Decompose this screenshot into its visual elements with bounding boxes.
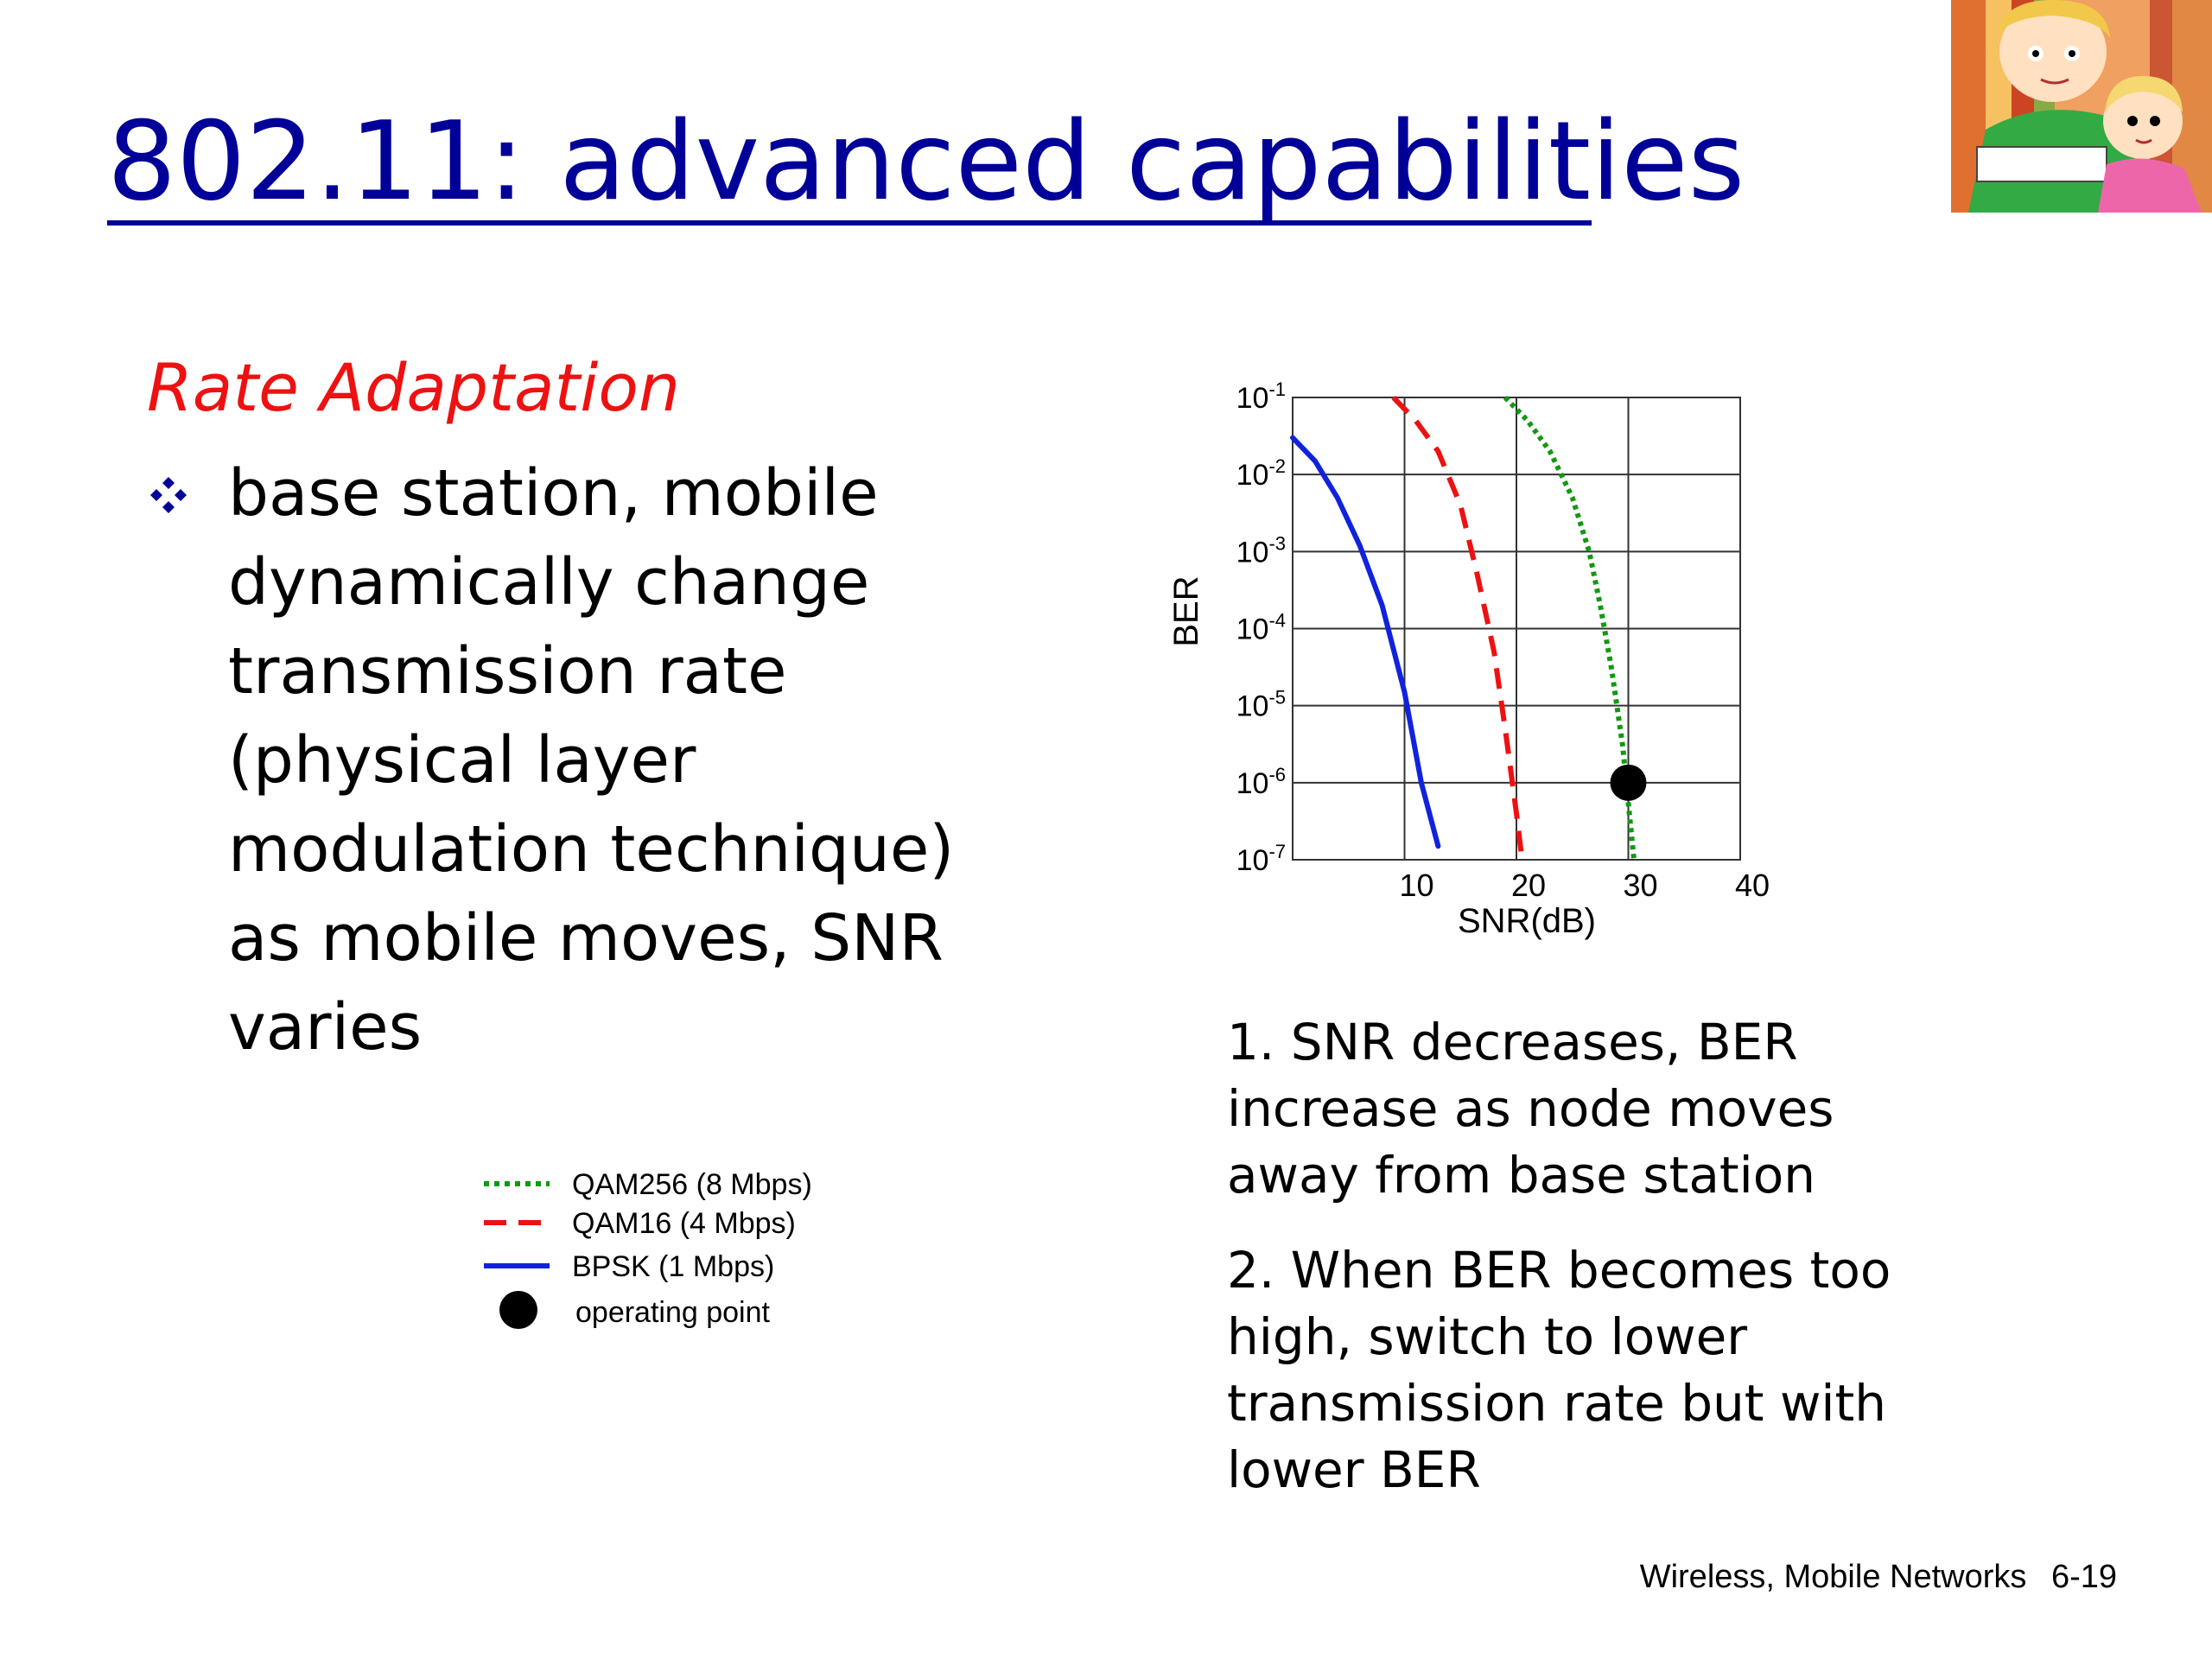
legend-label-qam16: QAM16 (4 Mbps): [572, 1207, 796, 1240]
y-tick-exponent: -7: [1268, 841, 1286, 862]
chart-legend: QAM256 (8 Mbps) QAM16 (4 Mbps) BPSK (1 M…: [484, 1168, 812, 1329]
note1-line: increase as node moves: [1227, 1079, 1834, 1138]
y-tick-exponent: -5: [1268, 687, 1286, 709]
slide-title: 802.11: advanced capabilities: [107, 98, 1745, 225]
bullet-line: (physical layer: [228, 723, 696, 798]
y-tick-base: 10: [1236, 536, 1269, 569]
y-tick-label: 10-4: [1236, 610, 1286, 646]
y-tick-exponent: -3: [1268, 532, 1286, 554]
cartoon-illustration: [1951, 0, 2212, 213]
bullet-line: modulation technique): [228, 812, 955, 887]
section-subtitle: Rate Adaptation: [147, 349, 681, 426]
y-tick-label: 10-5: [1236, 687, 1286, 723]
y-axis-label: BER: [1167, 575, 1205, 646]
y-tick-label: 10-1: [1236, 378, 1286, 415]
y-tick-exponent: -4: [1268, 610, 1286, 632]
note2-line: transmission rate but with: [1227, 1374, 1887, 1433]
slide-footer: Wireless, Mobile Networks 6-19: [1624, 1559, 2117, 1596]
series-qam16-line: [1391, 395, 1525, 861]
x-axis-label: SNR(dB): [1458, 902, 1596, 940]
legend-label-qam256: QAM256 (8 Mbps): [572, 1168, 812, 1201]
bullet-paragraph: base station, mobile dynamically change tr…: [228, 449, 1092, 1072]
ber-snr-chart: 10-110-210-310-410-510-610-710 20 30 40SNR(…: [1167, 378, 1770, 940]
bullet-line: base station, mobile: [228, 456, 879, 531]
bullet-line: as mobile moves, SNR: [228, 901, 944, 976]
y-tick-label: 10-7: [1236, 841, 1286, 877]
bullet-line: transmission rate: [228, 634, 787, 709]
operating-point-marker: [1610, 764, 1647, 801]
y-tick-base: 10: [1236, 767, 1269, 800]
bullet-line: dynamically change: [228, 545, 870, 620]
note1-line: away from base station: [1227, 1146, 1815, 1205]
legend-label-operating-point: operating point: [575, 1296, 771, 1329]
note2-line: lower BER: [1227, 1440, 1481, 1499]
y-tick-exponent: -6: [1268, 764, 1286, 785]
note2-line: high, switch to lower: [1227, 1307, 1748, 1366]
y-tick-exponent: -2: [1268, 455, 1286, 477]
note1-line: 1. SNR decreases, BER: [1227, 1013, 1798, 1071]
footer-section: Wireless, Mobile Networks: [1639, 1559, 2027, 1595]
note2-line: 2. When BER becomes too: [1227, 1241, 1891, 1300]
y-tick-base: 10: [1236, 690, 1269, 723]
x-tick-label: 40: [1735, 868, 1770, 903]
x-tick-label: 20: [1511, 868, 1546, 903]
footer-page-number: 6-19: [2050, 1559, 2117, 1595]
y-tick-base: 10: [1236, 613, 1269, 646]
series-qam256-line: [1503, 395, 1637, 861]
bullet-line: varies: [228, 990, 423, 1065]
y-tick-label: 10-3: [1236, 532, 1286, 569]
diamond-bullet-icon: [150, 477, 187, 513]
x-tick-label: 30: [1623, 868, 1657, 903]
y-tick-label: 10-6: [1236, 764, 1286, 800]
x-tick-label: 10: [1399, 868, 1433, 903]
title-underline: [107, 220, 1592, 226]
legend-swatch-operating-point: [499, 1291, 537, 1329]
y-tick-base: 10: [1236, 459, 1269, 492]
series-bpsk-line: [1290, 435, 1441, 849]
y-tick-base: 10: [1236, 382, 1269, 415]
note-switch-rate: 2. When BER becomes too high, switch to l…: [1227, 1237, 2091, 1503]
y-tick-label: 10-2: [1236, 455, 1286, 492]
legend-label-bpsk: BPSK (1 Mbps): [572, 1250, 774, 1283]
plot-frame: [1292, 397, 1741, 861]
y-tick-base: 10: [1236, 844, 1269, 877]
y-tick-exponent: -1: [1268, 378, 1286, 400]
note-snr-decreases: 1. SNR decreases, BER increase as node mo…: [1227, 1009, 2091, 1209]
